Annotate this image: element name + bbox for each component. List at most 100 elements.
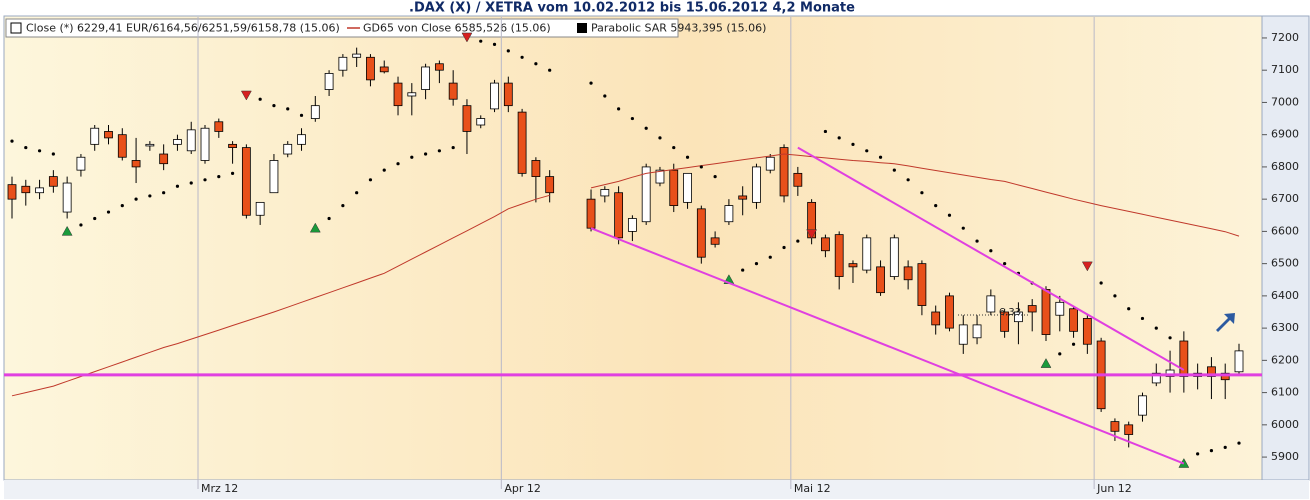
sar-dot — [1237, 441, 1241, 445]
candle-body — [1207, 366, 1216, 377]
candle-body — [903, 266, 913, 281]
sar-flip-down — [806, 229, 818, 240]
sar-dot — [258, 97, 262, 101]
candle-body — [462, 105, 472, 132]
candle-body — [876, 266, 885, 294]
candle-body — [62, 182, 72, 213]
candle-body — [724, 205, 734, 223]
sar-dot — [10, 139, 14, 143]
candle-body — [1014, 311, 1023, 323]
candle-body — [297, 134, 306, 145]
candle-body — [366, 56, 375, 81]
sar-dot — [106, 210, 111, 214]
candle-body — [945, 295, 954, 329]
sar-dot — [1058, 352, 1062, 356]
sar-dot — [630, 116, 634, 121]
legend-swatch-sar — [577, 23, 587, 33]
sar-dot — [520, 55, 524, 59]
candle-body — [517, 111, 527, 174]
sar-dot — [93, 216, 97, 221]
x-tick-label: Mai 12 — [794, 482, 831, 495]
sar-dot — [1071, 342, 1076, 346]
candle-body — [186, 129, 196, 152]
sar-dot — [217, 174, 221, 179]
sar-dot — [1196, 452, 1200, 456]
candle-body — [159, 153, 169, 165]
x-tick-label: Jun 12 — [1096, 482, 1132, 495]
candle-body — [1124, 424, 1134, 435]
candle-body — [1000, 311, 1010, 332]
sar-dot — [120, 204, 124, 208]
sar-dot — [741, 268, 745, 272]
candle-body — [931, 311, 941, 326]
y-tick-label: 6700 — [1271, 192, 1299, 205]
candle-body — [352, 53, 362, 58]
sar-dot — [1099, 281, 1103, 285]
sar-dot — [203, 178, 207, 182]
sar-dot — [1140, 316, 1145, 321]
sar-dot — [410, 155, 414, 159]
candle-body — [434, 63, 444, 71]
trend-line — [797, 146, 1185, 371]
sar-flip-up — [61, 225, 73, 236]
candle-body — [7, 184, 17, 200]
sar-dot — [175, 184, 180, 188]
sar-dot — [423, 152, 428, 156]
sar-dot — [492, 42, 497, 47]
candle-body — [627, 218, 637, 232]
sar-dot — [823, 129, 828, 134]
candle-body — [1165, 369, 1175, 377]
plot-area — [3, 15, 1263, 481]
trend-line — [590, 227, 1185, 465]
sar-dot — [437, 149, 441, 153]
candle-body — [21, 185, 31, 194]
y-tick-label: 6900 — [1271, 128, 1299, 141]
sar-dot — [837, 136, 841, 140]
sar-dot — [1209, 449, 1214, 453]
sar-flip-down — [1081, 261, 1093, 272]
sar-dot — [37, 149, 42, 153]
candle-body — [600, 189, 610, 197]
sar-flip-down — [240, 90, 252, 101]
candle-body — [862, 237, 872, 271]
sar-dot — [672, 145, 676, 150]
legend-entry: Close (*) 6229,41 EUR/6164,56/6251,59/61… — [26, 22, 340, 35]
y-tick-label: 5900 — [1271, 450, 1299, 463]
candle-body — [752, 166, 761, 203]
sar-dot — [479, 39, 483, 43]
candle-body — [393, 82, 403, 107]
sar-dot — [1168, 336, 1172, 340]
sar-dot — [451, 145, 455, 150]
sar-dot — [368, 178, 373, 182]
candle-body — [214, 121, 224, 132]
candle-body — [1220, 372, 1230, 381]
candle-body — [586, 198, 596, 229]
sar-dot — [548, 68, 552, 72]
sar-dot — [782, 245, 786, 250]
candle-body — [269, 160, 279, 194]
candle-body — [90, 127, 100, 145]
legend-swatch-close — [10, 22, 22, 34]
candle-body — [614, 192, 624, 239]
y-tick-label: 7000 — [1271, 95, 1299, 108]
sar-dot — [603, 94, 607, 98]
candle-body — [545, 176, 555, 194]
sar-dot — [286, 107, 290, 111]
candle-body — [448, 82, 458, 100]
sar-dot — [685, 155, 690, 159]
candle-body — [131, 160, 141, 168]
candle-body — [1055, 301, 1065, 316]
legend-entry: Parabolic SAR 5943,395 (15.06) — [591, 22, 766, 35]
legend-box — [5, 18, 679, 38]
sar-dot — [1127, 307, 1131, 311]
y-tick-label: 6300 — [1271, 321, 1299, 334]
sar-dot — [148, 194, 152, 198]
sar-dot — [1113, 294, 1117, 298]
candle-body — [200, 127, 210, 161]
candle-body — [338, 56, 348, 71]
sar-dot — [906, 178, 910, 182]
candle-body — [421, 66, 430, 90]
sar-dot — [506, 49, 510, 53]
sar-dot — [272, 104, 276, 108]
